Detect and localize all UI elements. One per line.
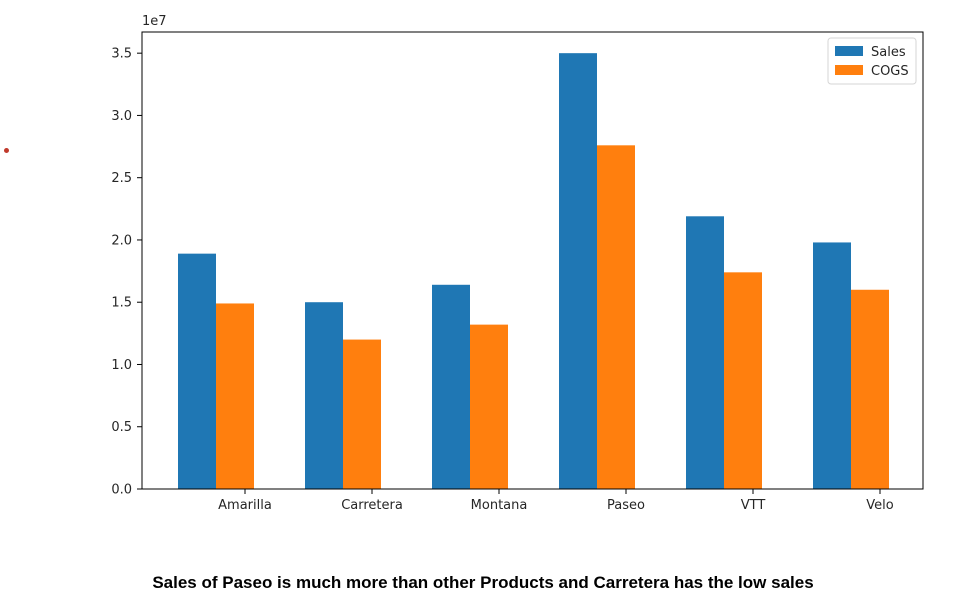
y-tick-label: 2.0	[111, 233, 132, 248]
y-tick-label: 3.0	[111, 109, 132, 124]
legend: Sales COGS	[827, 37, 917, 85]
bar-chart: Amarilla Carretera Montana Paseo VTT Velo 0.0 0…	[111, 14, 924, 513]
legend-swatch-cogs	[835, 65, 863, 75]
bar-cogs-montana	[470, 324, 508, 489]
x-tick-label: Amarilla	[218, 498, 272, 513]
y-tick-label: 2.5	[111, 171, 132, 186]
legend-swatch-sales	[835, 46, 863, 56]
bar-cogs-carretera	[343, 339, 381, 489]
bar-cogs-velo	[851, 289, 889, 489]
bar-sales-carretera	[305, 302, 343, 489]
bar-sales-montana	[432, 284, 470, 489]
bar-sales-amarilla	[178, 253, 216, 489]
y-tick-label: 1.5	[111, 296, 132, 311]
bar-cogs-paseo	[597, 145, 635, 489]
y-offset-label: 1e7	[142, 14, 167, 29]
x-tick-label: Carretera	[341, 498, 403, 513]
bars-group	[178, 53, 889, 489]
red-dot-marker	[4, 148, 9, 153]
y-tick-label: 3.5	[111, 47, 132, 62]
x-tick-label: VTT	[741, 498, 766, 513]
bar-sales-vtt	[686, 216, 724, 489]
y-tick-label: 0.5	[111, 420, 132, 435]
axes-group: Amarilla Carretera Montana Paseo VTT Velo 0.0 0…	[111, 14, 924, 513]
legend-label-sales: Sales	[871, 45, 906, 60]
y-tick-label: 0.0	[111, 483, 132, 498]
bar-cogs-amarilla	[216, 303, 254, 489]
legend-label-cogs: COGS	[871, 64, 909, 79]
bar-cogs-vtt	[724, 272, 762, 489]
x-tick-label: Paseo	[607, 498, 645, 513]
bar-sales-velo	[813, 242, 851, 489]
x-tick-label: Velo	[866, 498, 893, 513]
y-tick-label: 1.0	[111, 358, 132, 373]
plot-frame	[141, 31, 924, 490]
x-tick-label: Montana	[471, 498, 528, 513]
bar-sales-paseo	[559, 53, 597, 489]
chart-caption: Sales of Paseo is much more than other P…	[152, 573, 814, 592]
